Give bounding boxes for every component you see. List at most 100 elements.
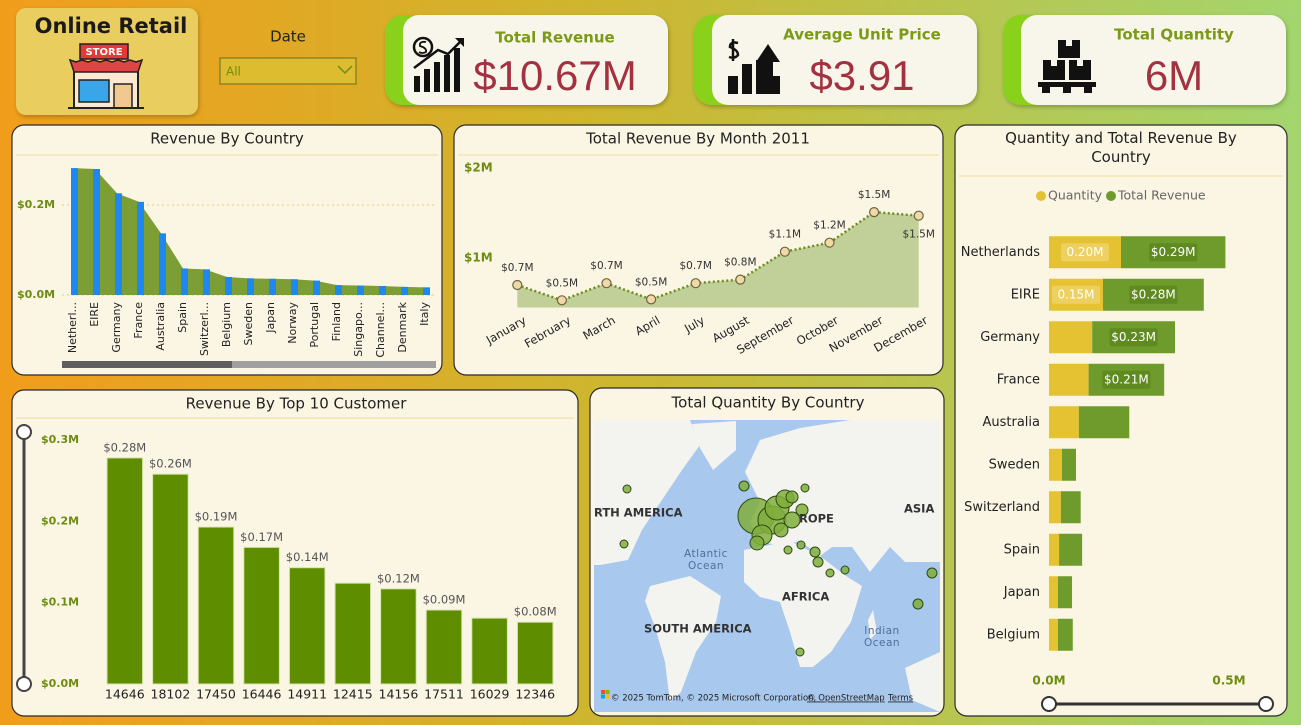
scrollbar-track[interactable] (62, 361, 436, 368)
date-dropdown[interactable]: All (219, 57, 357, 85)
y-tick-label: $0.2M (41, 514, 79, 527)
x-tick-label: 16446 (242, 687, 282, 702)
y-tick-label: Australia (982, 415, 1040, 430)
bar-segment (1049, 363, 1089, 396)
bar (380, 588, 417, 685)
slicer-label: Date (270, 28, 306, 46)
point (913, 210, 924, 221)
x-tick-label: 14156 (379, 687, 419, 702)
data-label: $0.23M (1111, 330, 1156, 344)
bar-segment (1049, 406, 1079, 439)
bar (334, 582, 372, 685)
data-label: $1.5M (902, 229, 934, 241)
bar (243, 546, 280, 685)
bar (313, 280, 320, 295)
map-label: RTH AMERICA (594, 506, 683, 520)
data-label: $0.19M (195, 510, 238, 524)
y-tick-label: Switzerland (964, 500, 1040, 515)
data-label: $1.1M (769, 229, 801, 241)
map-terms[interactable]: Terms (887, 694, 914, 704)
bar (197, 526, 235, 685)
kpi-icon (728, 39, 780, 94)
x-tick-label: 0.0M (1032, 674, 1065, 688)
panel (453, 124, 944, 376)
y-tick-label: EIRE (1011, 287, 1040, 302)
store-sign: STORE (85, 47, 122, 58)
x-tick-label: Norway (286, 302, 299, 344)
x-tick-label: Portugal (308, 302, 321, 348)
bar (379, 286, 386, 295)
data-label: $0.8M (724, 257, 756, 269)
x-tick-label: Denmark (396, 301, 409, 352)
point (824, 237, 835, 248)
bar (93, 169, 100, 295)
point (512, 279, 523, 291)
slider-handle[interactable] (1041, 696, 1057, 712)
data-label: $1.5M (858, 189, 890, 201)
data-label-bg (1109, 328, 1158, 347)
x-tick-label: Japan (264, 302, 277, 334)
store-icon: STORE (68, 43, 144, 109)
point (779, 246, 791, 257)
bar (471, 617, 508, 685)
map[interactable]: RTH AMERICA ROPE ASIA Atlantic Ocean AFR… (594, 420, 940, 712)
x-tick-label: 14646 (105, 687, 145, 702)
dropdown-value[interactable]: All (226, 65, 241, 79)
slider-handle[interactable] (1258, 696, 1274, 712)
data-label: $0.7M (501, 262, 533, 274)
app-title: Online Retail (35, 14, 188, 38)
x-tick-label: Germany (110, 302, 123, 353)
map-attribution: © 2025 TomTom, © 2025 Microsoft Corporat… (611, 694, 816, 704)
bar (115, 193, 122, 295)
scrollbar-thumb[interactable] (62, 361, 232, 368)
x-tick-label: Sweden (242, 302, 255, 345)
y-tick-label: $2M (464, 161, 493, 175)
legend-swatch (1036, 191, 1046, 201)
panel-title: Revenue By Top 10 Customer (186, 395, 408, 413)
slider-handle[interactable] (16, 676, 32, 692)
x-tick-label: 18102 (151, 687, 191, 702)
bar (71, 168, 78, 295)
dropdown-box[interactable] (219, 57, 357, 85)
y-tick-label: France (997, 372, 1040, 387)
data-label: $0.09M (423, 592, 466, 606)
bar (159, 233, 166, 295)
bar-segment (1049, 533, 1060, 566)
bar-segment (1078, 406, 1130, 439)
y-tick-label: Netherlands (961, 245, 1040, 260)
kpi-title: Total Revenue (495, 29, 614, 47)
y-tick-label: Belgium (987, 627, 1040, 642)
x-tick-label: Netherl... (66, 302, 79, 353)
x-tick-label: Singapo... (352, 302, 365, 357)
point (690, 278, 701, 289)
data-label: $1.2M (813, 220, 845, 232)
kpi-title: Total Quantity (1114, 26, 1234, 44)
y-tick-label: $0.0M (41, 677, 79, 690)
point (735, 274, 746, 285)
data-label: $0.12M (377, 571, 420, 585)
data-label: $0.5M (635, 276, 667, 288)
kpi-value: 6M (1145, 52, 1203, 99)
kpi-value: $3.91 (809, 52, 914, 99)
y-tick-label: $0.0M (17, 288, 55, 301)
bar (291, 279, 298, 295)
x-tick-label: Belgium (220, 302, 233, 347)
slider-handle[interactable] (16, 424, 32, 440)
data-label-bg (1061, 243, 1109, 262)
x-tick-label: France (132, 302, 145, 339)
legend-label: Quantity (1048, 188, 1103, 203)
data-label: $0.14M (286, 550, 329, 564)
bar (425, 609, 463, 685)
data-label: $0.28M (1131, 287, 1176, 301)
bar (247, 278, 254, 295)
data-label: $0.17M (240, 530, 283, 544)
data-label: $0.26M (149, 457, 192, 471)
map-attribution-link[interactable]: © OpenStreetMap (807, 694, 885, 704)
point (645, 294, 657, 305)
dropdown-chevron[interactable] (337, 65, 353, 75)
bar-segment (1049, 618, 1058, 651)
data-label-bg (1102, 370, 1151, 389)
x-tick-label: EIRE (88, 302, 101, 327)
kpi-value: $10.67M (473, 52, 636, 99)
